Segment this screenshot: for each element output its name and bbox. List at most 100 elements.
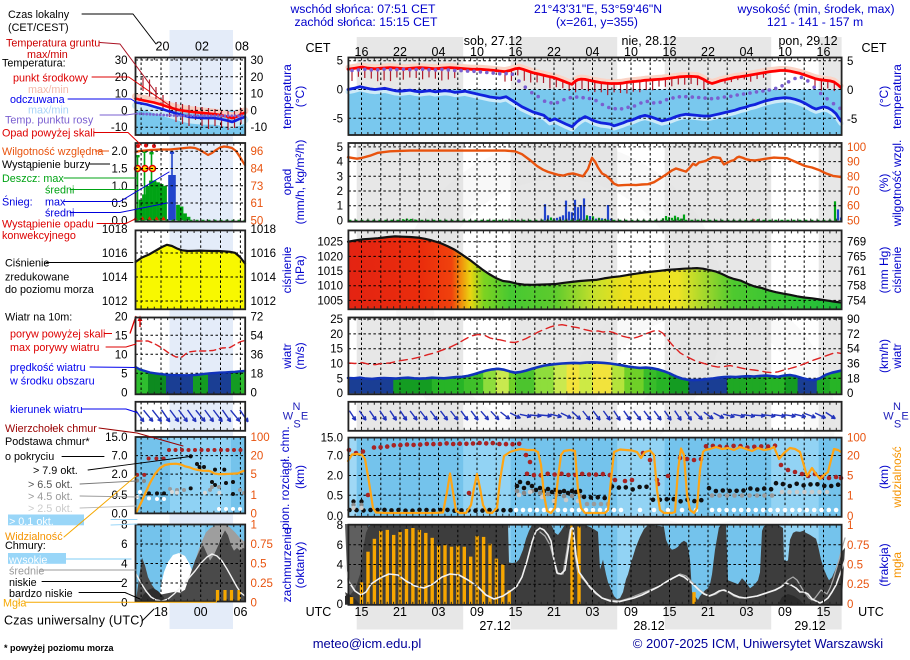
svg-text:pion. rozciągł. chm.: pion. rozciągł. chm. bbox=[278, 426, 292, 529]
svg-text:2.0: 2.0 bbox=[327, 471, 343, 483]
svg-text:1.5: 1.5 bbox=[112, 164, 128, 176]
svg-text:wilgotność wzgl.: wilgotność wzgl. bbox=[890, 140, 904, 228]
svg-text:29.12: 29.12 bbox=[794, 619, 825, 633]
svg-text:8: 8 bbox=[337, 520, 343, 532]
svg-text:22: 22 bbox=[393, 45, 407, 59]
svg-text:wysokość (min, środek, max): wysokość (min, środek, max) bbox=[736, 2, 894, 16]
svg-text:121 - 141 - 157 m: 121 - 141 - 157 m bbox=[767, 15, 863, 29]
svg-text:30: 30 bbox=[115, 55, 128, 67]
svg-text:20: 20 bbox=[115, 311, 128, 323]
svg-text:> 4.5 okt.: > 4.5 okt. bbox=[28, 491, 73, 503]
svg-text:06: 06 bbox=[234, 605, 248, 619]
svg-text:15: 15 bbox=[115, 330, 128, 342]
svg-text:54: 54 bbox=[251, 330, 264, 342]
svg-text:1018: 1018 bbox=[102, 224, 128, 236]
svg-text:28.12: 28.12 bbox=[633, 619, 664, 633]
svg-text:72: 72 bbox=[251, 311, 264, 323]
svg-text:wiatr: wiatr bbox=[280, 343, 294, 369]
svg-text:0.5: 0.5 bbox=[327, 490, 343, 502]
svg-text:0.0: 0.0 bbox=[112, 508, 128, 520]
svg-text:8: 8 bbox=[121, 520, 127, 532]
svg-text:bardzo niskie: bardzo niskie bbox=[9, 588, 73, 600]
svg-text:20: 20 bbox=[330, 329, 343, 341]
svg-text:7.0: 7.0 bbox=[112, 451, 128, 463]
svg-text:10: 10 bbox=[251, 89, 264, 101]
svg-text:5: 5 bbox=[337, 142, 343, 154]
svg-text:max/min: max/min bbox=[27, 49, 68, 61]
svg-text:(km): (km) bbox=[877, 465, 891, 489]
svg-text:100: 100 bbox=[847, 142, 866, 154]
svg-text:0: 0 bbox=[121, 598, 127, 610]
svg-text:0.25: 0.25 bbox=[251, 578, 273, 590]
svg-text:Śnieg:: Śnieg: bbox=[2, 196, 33, 209]
svg-text:UTC: UTC bbox=[858, 605, 884, 619]
svg-text:wysokie: wysokie bbox=[8, 555, 47, 567]
svg-text:max porywy wiatru: max porywy wiatru bbox=[10, 342, 99, 354]
svg-text:5: 5 bbox=[337, 373, 343, 385]
svg-text:6: 6 bbox=[121, 539, 127, 551]
svg-text:22: 22 bbox=[547, 45, 561, 59]
svg-text:1005: 1005 bbox=[317, 295, 343, 307]
svg-text:wschód słońca: 07:51 CET: wschód słońca: 07:51 CET bbox=[290, 2, 437, 16]
svg-text:00: 00 bbox=[194, 605, 208, 619]
svg-text:-10: -10 bbox=[251, 122, 268, 134]
svg-text:Wilgotność względna: Wilgotność względna bbox=[2, 146, 103, 158]
svg-text:sob, 27.12: sob, 27.12 bbox=[464, 34, 522, 48]
svg-text:96: 96 bbox=[251, 146, 264, 158]
svg-text:09: 09 bbox=[624, 605, 638, 619]
svg-text:03: 03 bbox=[432, 605, 446, 619]
svg-text:* powyżej poziomu morza: * powyżej poziomu morza bbox=[4, 643, 115, 653]
svg-text:max: max bbox=[45, 197, 66, 209]
svg-text:1: 1 bbox=[847, 490, 853, 502]
svg-text:1016: 1016 bbox=[251, 248, 277, 260]
svg-text:0: 0 bbox=[337, 599, 343, 611]
svg-text:3: 3 bbox=[337, 171, 343, 183]
svg-text:Czas lokalny: Czas lokalny bbox=[8, 9, 70, 21]
svg-text:(oktanty): (oktanty) bbox=[293, 542, 307, 589]
svg-text:CET: CET bbox=[306, 41, 331, 55]
svg-text:opad: opad bbox=[280, 169, 294, 196]
svg-text:(x=261, y=355): (x=261, y=355) bbox=[556, 15, 638, 29]
svg-text:zachmurzenie: zachmurzenie bbox=[280, 527, 294, 602]
svg-text:758: 758 bbox=[847, 281, 866, 293]
svg-text:pon, 29.12: pon, 29.12 bbox=[778, 34, 837, 48]
svg-text:5: 5 bbox=[337, 56, 343, 68]
svg-text:S: S bbox=[894, 419, 901, 431]
svg-text:1018: 1018 bbox=[251, 224, 277, 236]
svg-text:Wystąpienie burzy: Wystąpienie burzy bbox=[2, 159, 91, 171]
svg-text:-5: -5 bbox=[333, 113, 343, 125]
svg-text:0: 0 bbox=[847, 85, 853, 97]
svg-text:1014: 1014 bbox=[102, 272, 128, 284]
svg-text:16: 16 bbox=[355, 45, 369, 59]
svg-text:Podstawa chmur*: Podstawa chmur* bbox=[5, 436, 90, 448]
svg-text:średni: średni bbox=[45, 208, 74, 220]
svg-text:Temp. punktu rosy: Temp. punktu rosy bbox=[5, 115, 94, 127]
svg-text:0: 0 bbox=[121, 387, 127, 399]
svg-text:70: 70 bbox=[847, 186, 860, 198]
svg-text:20: 20 bbox=[251, 451, 264, 463]
svg-text:4: 4 bbox=[337, 560, 344, 572]
svg-text:mgła: mgła bbox=[890, 552, 904, 578]
svg-text:61: 61 bbox=[251, 198, 264, 210]
svg-text:Mgła: Mgła bbox=[3, 598, 26, 610]
svg-text:0.5: 0.5 bbox=[112, 490, 128, 502]
svg-text:90: 90 bbox=[847, 314, 860, 326]
svg-text:754: 754 bbox=[847, 295, 867, 307]
svg-text:wiatr: wiatr bbox=[890, 343, 904, 369]
svg-text:15: 15 bbox=[817, 605, 831, 619]
svg-text:765: 765 bbox=[847, 251, 866, 263]
svg-text:10: 10 bbox=[778, 45, 792, 59]
svg-text:15: 15 bbox=[330, 344, 343, 356]
svg-text:Chmury:: Chmury: bbox=[5, 540, 46, 552]
svg-text:(°C): (°C) bbox=[877, 86, 891, 107]
svg-text:10: 10 bbox=[470, 45, 484, 59]
svg-text:0.25: 0.25 bbox=[847, 579, 869, 591]
svg-text:(CET/CEST): (CET/CEST) bbox=[8, 22, 69, 34]
svg-text:(frakcja): (frakcja) bbox=[877, 543, 891, 586]
svg-text:(mm Hg): (mm Hg) bbox=[877, 247, 891, 294]
svg-text:16: 16 bbox=[817, 45, 831, 59]
svg-text:09: 09 bbox=[470, 605, 484, 619]
svg-text:> 0.1 okt.: > 0.1 okt. bbox=[9, 516, 54, 528]
svg-text:60: 60 bbox=[847, 201, 860, 213]
svg-text:36: 36 bbox=[251, 349, 264, 361]
